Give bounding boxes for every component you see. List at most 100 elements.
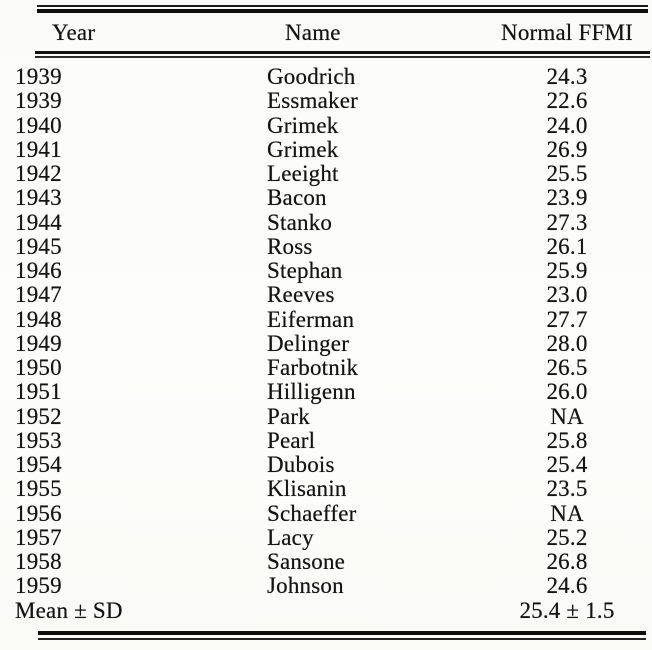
mean-sd-row: Mean ± SD 25.4 ± 1.5 [0, 597, 652, 623]
normal-ffmi-cell: 24.3 [546, 64, 588, 89]
table-row: 1957 Lacy 25.2 [0, 524, 652, 550]
year-cell: 1954 [15, 452, 62, 477]
mean-sd-value: 25.4 ± 1.5 [519, 597, 615, 623]
normal-ffmi-cell: NA [550, 500, 584, 526]
year-cell: 1955 [15, 476, 62, 502]
normal-ffmi-cell: 23.9 [546, 185, 588, 211]
normal-ffmi-cell: 25.8 [546, 427, 588, 453]
table-row: 1952 Park NA [0, 403, 652, 429]
year-cell: 1941 [15, 136, 62, 162]
name-cell: Grimek [267, 112, 339, 138]
table-row: 1956 Schaeffer NA [0, 500, 652, 526]
year-cell: 1956 [15, 500, 62, 526]
normal-ffmi-cell: 27.3 [546, 209, 588, 235]
name-cell: Dubois [267, 452, 335, 477]
table-header-row: Year Name Normal FFMI [0, 13, 652, 51]
name-cell: Johnson [267, 573, 344, 599]
normal-ffmi-cell: 23.5 [546, 476, 588, 502]
name-cell: Klisanin [267, 476, 347, 502]
name-cell: Park [267, 403, 310, 429]
table-row: 1939 Goodrich 24.3 [0, 64, 652, 89]
year-cell: 1943 [15, 185, 62, 211]
table-row: 1944 Stanko 27.3 [0, 209, 652, 235]
normal-ffmi-cell: 25.4 [546, 452, 588, 477]
normal-ffmi-cell: NA [550, 403, 584, 429]
name-cell: Reeves [267, 282, 335, 308]
header-separator-rule [35, 51, 650, 58]
name-cell: Bacon [267, 185, 327, 211]
normal-ffmi-cell: 28.0 [546, 330, 588, 356]
table-row: 1948 Eiferman 27.7 [0, 306, 652, 332]
normal-ffmi-cell: 22.6 [546, 88, 588, 114]
name-cell: Pearl [267, 427, 316, 453]
table-row: 1949 Delinger 28.0 [0, 330, 652, 356]
year-cell: 1952 [15, 403, 62, 429]
table-row: 1953 Pearl 25.8 [0, 427, 652, 453]
name-cell: Farbotnik [267, 355, 359, 380]
normal-ffmi-cell: 25.2 [546, 524, 588, 550]
table-row: 1940 Grimek 24.0 [0, 112, 652, 138]
name-cell: Grimek [267, 136, 339, 162]
table-row: 1959 Johnson 24.6 [0, 573, 652, 599]
table-row: 1954 Dubois 25.4 [0, 452, 652, 477]
normal-ffmi-cell: 26.5 [546, 355, 588, 380]
table-row: 1939 Essmaker 22.6 [0, 88, 652, 114]
name-cell: Sansone [267, 549, 346, 574]
name-cell: Ross [267, 233, 313, 259]
year-cell: 1939 [15, 64, 62, 89]
table-row: 1941 Grimek 26.9 [0, 136, 652, 162]
normal-ffmi-cell: 25.5 [546, 161, 588, 186]
year-cell: 1953 [15, 427, 62, 453]
normal-ffmi-cell: 26.8 [546, 549, 588, 574]
name-cell: Goodrich [267, 64, 356, 89]
year-cell: 1946 [15, 258, 62, 283]
column-header-year: Year [52, 20, 96, 45]
table-row: 1951 Hilligenn 26.0 [0, 379, 652, 405]
name-cell: Schaeffer [267, 500, 357, 526]
normal-ffmi-cell: 23.0 [546, 282, 588, 308]
name-cell: Stanko [267, 209, 333, 235]
name-cell: Essmaker [267, 88, 359, 114]
year-cell: 1951 [15, 379, 62, 405]
year-cell: 1959 [15, 573, 62, 599]
name-cell: Stephan [267, 258, 343, 283]
table-row: 1942 Leeight 25.5 [0, 161, 652, 186]
table-body: 1939 Goodrich 24.3 1939 Essmaker 22.6 19… [0, 58, 652, 599]
normal-ffmi-cell: 24.0 [546, 112, 588, 138]
table-top-rule [37, 5, 648, 13]
normal-ffmi-cell: 26.9 [546, 136, 588, 162]
name-cell: Hilligenn [267, 379, 356, 405]
year-cell: 1950 [15, 355, 62, 380]
year-cell: 1942 [15, 161, 62, 186]
year-cell: 1939 [15, 88, 62, 114]
year-cell: 1949 [15, 330, 62, 356]
column-header-name: Name [285, 20, 341, 45]
year-cell: 1944 [15, 209, 62, 235]
table-bottom-rule [38, 630, 646, 640]
mean-sd-spacer [230, 599, 482, 623]
table-row: 1950 Farbotnik 26.5 [0, 355, 652, 380]
table-row: 1943 Bacon 23.9 [0, 185, 652, 211]
normal-ffmi-cell: 24.6 [546, 573, 588, 599]
name-cell: Delinger [267, 330, 350, 356]
year-cell: 1945 [15, 233, 62, 259]
table-row: 1946 Stephan 25.9 [0, 258, 652, 283]
table-row: 1955 Klisanin 23.5 [0, 476, 652, 502]
name-cell: Lacy [267, 524, 314, 550]
name-cell: Eiferman [267, 306, 355, 332]
name-cell: Leeight [267, 161, 339, 186]
year-cell: 1948 [15, 306, 62, 332]
normal-ffmi-cell: 26.0 [546, 379, 588, 405]
table-row: 1945 Ross 26.1 [0, 233, 652, 259]
mean-sd-label: Mean ± SD [15, 597, 123, 623]
table-row: 1958 Sansone 26.8 [0, 549, 652, 574]
table-row: 1947 Reeves 23.0 [0, 282, 652, 308]
year-cell: 1940 [15, 112, 62, 138]
normal-ffmi-cell: 27.7 [546, 306, 588, 332]
column-header-normal-ffmi: Normal FFMI [501, 20, 633, 45]
year-cell: 1947 [15, 282, 62, 308]
normal-ffmi-cell: 25.9 [546, 258, 588, 283]
year-cell: 1958 [15, 549, 62, 574]
normal-ffmi-cell: 26.1 [546, 233, 588, 259]
